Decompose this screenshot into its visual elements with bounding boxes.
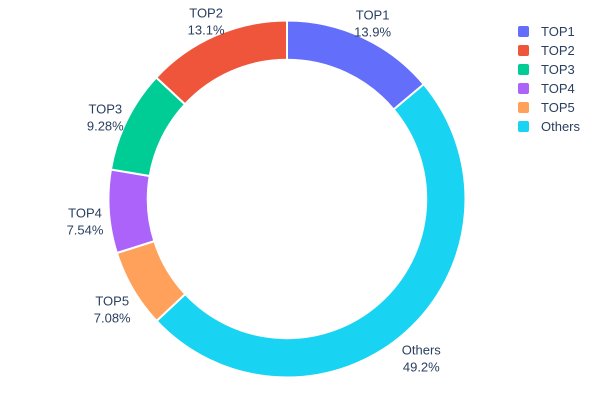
legend-item-top3[interactable]: TOP3	[512, 60, 580, 79]
legend-label-others: Others	[541, 119, 581, 134]
legend-item-top2[interactable]: TOP2	[512, 41, 580, 60]
slice-label-top5: TOP5 7.08%	[94, 293, 131, 325]
pie-slice-others[interactable]	[155, 83, 467, 379]
slice-label-top1: TOP1 13.9%	[354, 8, 391, 40]
legend-label-top1: TOP1	[541, 24, 575, 39]
legend-label-top4: TOP4	[541, 81, 575, 96]
legend-item-top5[interactable]: TOP5	[512, 98, 580, 117]
legend-swatch-others	[518, 121, 529, 132]
legend-label-top3: TOP3	[541, 62, 575, 77]
legend-swatch-top4	[518, 83, 529, 94]
legend-swatch-top2	[518, 45, 529, 56]
pie-slice-top2[interactable]	[155, 19, 288, 106]
legend-item-others[interactable]: Others	[512, 117, 580, 136]
legend: TOP1 TOP2 TOP3 TOP4 TOP5 Others	[512, 22, 580, 136]
pie-slice-top4[interactable]	[107, 168, 156, 254]
slice-label-top4: TOP4 7.54%	[67, 205, 104, 237]
slice-label-top2: TOP2 13.1%	[188, 5, 225, 37]
legend-item-top4[interactable]: TOP4	[512, 79, 580, 98]
slice-label-top3: TOP3 9.28%	[87, 102, 124, 134]
slice-label-others: Others 49.2%	[402, 343, 442, 375]
legend-label-top2: TOP2	[541, 43, 575, 58]
legend-swatch-top1	[518, 26, 529, 37]
legend-swatch-top3	[518, 64, 529, 75]
legend-label-top5: TOP5	[541, 100, 575, 115]
legend-item-top1[interactable]: TOP1	[512, 22, 580, 41]
legend-swatch-top5	[518, 102, 529, 113]
